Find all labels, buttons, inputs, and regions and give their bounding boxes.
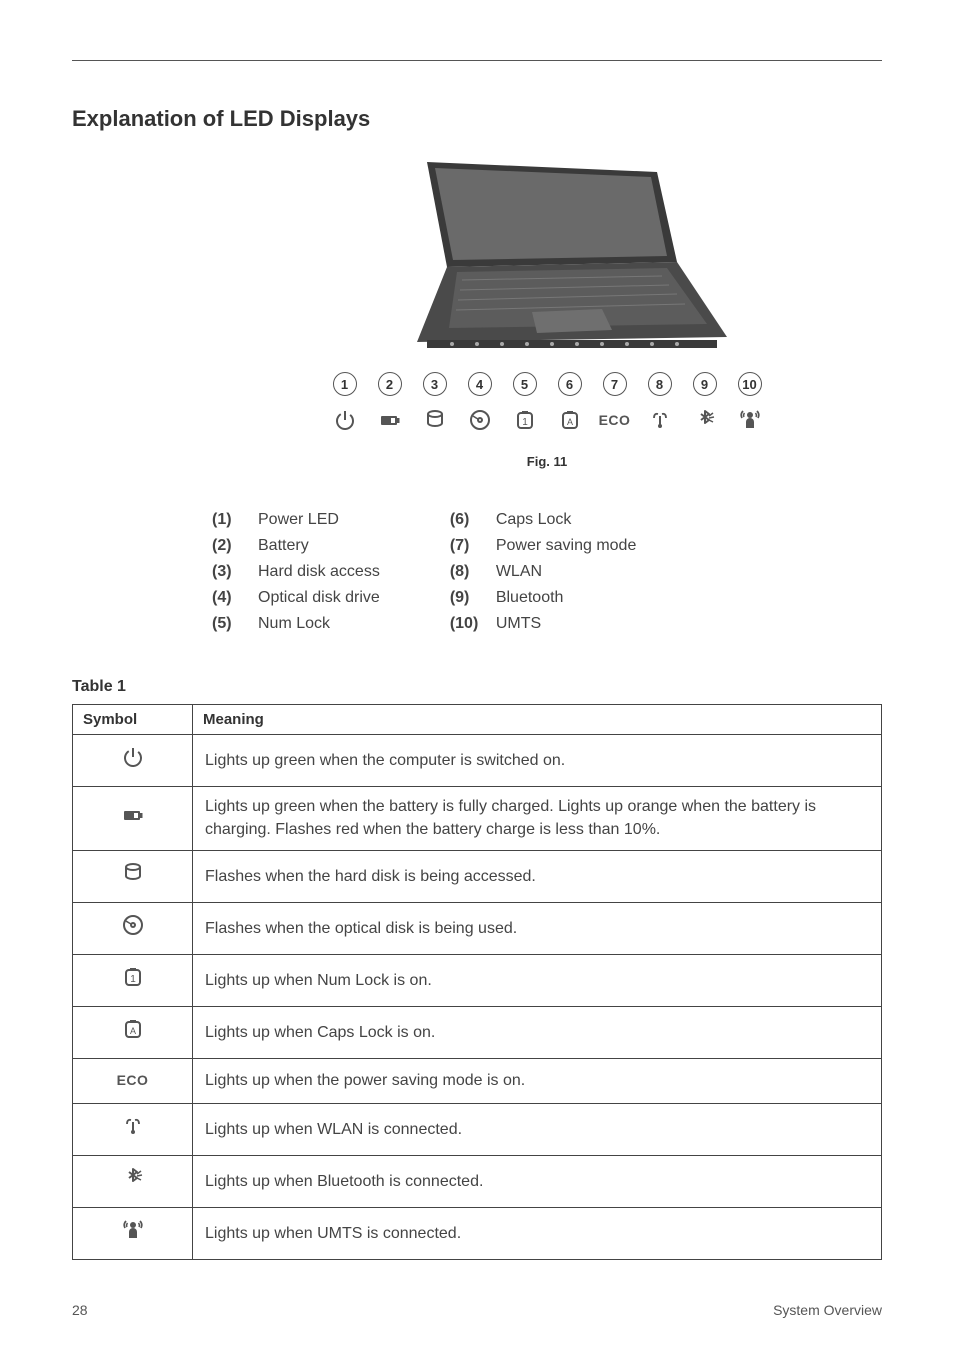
table-row: Flashes when the optical disk is being u… [73,902,882,954]
table-row: ECOLights up when the power saving mode … [73,1059,882,1103]
table-row: Lights up when WLAN is connected. [73,1103,882,1155]
table-row: Lights up when Caps Lock is on. [73,1007,882,1059]
legend-label: Caps Lock [496,511,572,529]
legend-num: (2) [212,537,242,555]
umts-icon [73,1207,193,1259]
capslock-icon [558,408,582,432]
legend-label: WLAN [496,563,542,581]
meaning-cell: Flashes when the optical disk is being u… [193,902,882,954]
meaning-cell: Lights up green when the computer is swi… [193,735,882,787]
meaning-cell: Lights up when WLAN is connected. [193,1103,882,1155]
bluetooth-icon [73,1155,193,1207]
meaning-cell: Lights up when UMTS is connected. [193,1207,882,1259]
power-icon [333,408,357,432]
table-row: Lights up when Bluetooth is connected. [73,1155,882,1207]
wlan-icon [648,408,672,432]
laptop-illustration [357,152,737,362]
meaning-cell: Lights up when Caps Lock is on. [193,1007,882,1059]
legend-label: Power LED [258,511,339,529]
disc-icon [468,408,492,432]
table-row: Lights up when UMTS is connected. [73,1207,882,1259]
eco-icon: ECO [73,1059,193,1103]
page-footer: 28 System Overview [72,1302,882,1318]
meaning-cell: Lights up when the power saving mode is … [193,1059,882,1103]
legend-num: (4) [212,589,242,607]
figure-caption: Fig. 11 [527,454,567,469]
legend-num: (8) [450,563,480,581]
meaning-cell: Lights up when Num Lock is on. [193,954,882,1006]
header-rule [72,60,882,61]
callout-6: 6 [558,372,582,396]
battery-icon [378,408,402,432]
legend-num: (7) [450,537,480,555]
power-icon [73,735,193,787]
callout-5: 5 [513,372,537,396]
table-row: Flashes when the hard disk is being acce… [73,850,882,902]
capslock-icon [73,1007,193,1059]
page-heading: Explanation of LED Displays [72,106,882,132]
callout-4: 4 [468,372,492,396]
callout-1: 1 [333,372,357,396]
meaning-cell: Lights up green when the battery is full… [193,787,882,850]
legend-num: (10) [450,615,480,633]
legend-num: (9) [450,589,480,607]
page-number: 28 [72,1302,88,1318]
legend-label: Num Lock [258,615,330,633]
legend-label: Power saving mode [496,537,637,555]
figure-11: 1 2 3 4 5 6 7 8 9 10 ECO Fig. 11 [212,152,882,491]
callout-10: 10 [738,372,762,396]
legend-label: Bluetooth [496,589,564,607]
callout-7: 7 [603,372,627,396]
bluetooth-icon [693,408,717,432]
col-symbol: Symbol [73,705,193,735]
callout-8: 8 [648,372,672,396]
led-icon-row: ECO [333,408,762,432]
legend-col-left: (1) Power LED (2) Battery (3) Hard disk acc… [212,511,380,633]
numlock-icon [73,954,193,1006]
callout-number-row: 1 2 3 4 5 6 7 8 9 10 [333,372,762,396]
legend-num: (5) [212,615,242,633]
legend-num: (3) [212,563,242,581]
battery-icon [73,787,193,850]
legend-label: Optical disk drive [258,589,380,607]
legend-num: (1) [212,511,242,529]
col-meaning: Meaning [193,705,882,735]
legend-num: (6) [450,511,480,529]
legend-label: Battery [258,537,309,555]
disc-icon [73,902,193,954]
eco-icon: ECO [603,408,627,432]
section-label: System Overview [773,1302,882,1318]
meaning-cell: Lights up when Bluetooth is connected. [193,1155,882,1207]
table-row: Lights up when Num Lock is on. [73,954,882,1006]
table-title: Table 1 [72,678,882,696]
table-row: Lights up green when the battery is full… [73,787,882,850]
legend-list: (1) Power LED (2) Battery (3) Hard disk acc… [212,511,882,633]
legend-label: UMTS [496,615,541,633]
callout-9: 9 [693,372,717,396]
meaning-cell: Flashes when the hard disk is being acce… [193,850,882,902]
numlock-icon [513,408,537,432]
wlan-icon [73,1103,193,1155]
led-table: Symbol Meaning Lights up green when the … [72,704,882,1260]
hdd-icon [73,850,193,902]
umts-icon [738,408,762,432]
hdd-icon [423,408,447,432]
legend-label: Hard disk access [258,563,380,581]
table-row: Lights up green when the computer is swi… [73,735,882,787]
callout-3: 3 [423,372,447,396]
callout-2: 2 [378,372,402,396]
legend-col-right: (6) Caps Lock (7) Power saving mode (8) WLA… [450,511,637,633]
